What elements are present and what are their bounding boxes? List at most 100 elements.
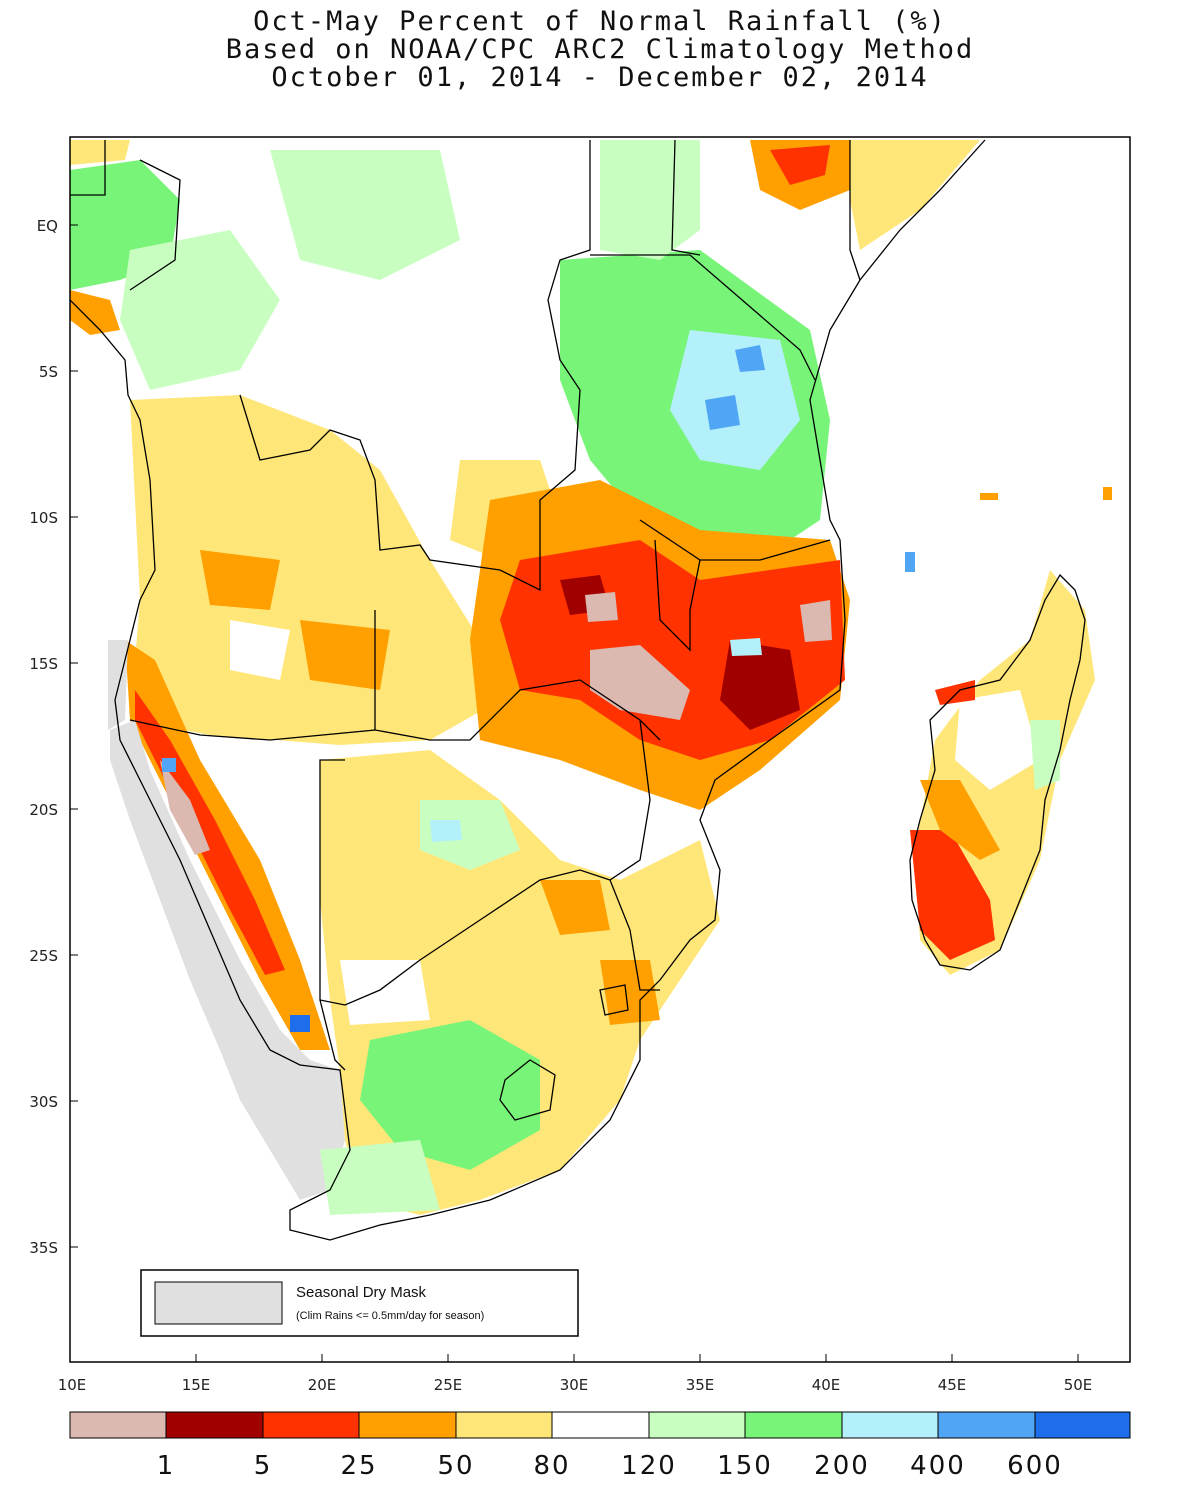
colorbar-bin-8: [841, 1411, 939, 1439]
border-drc: [239, 140, 591, 592]
x-axis: 10E 15E 20E 25E 30E 35E 40E 45E 50E: [58, 1354, 1093, 1394]
colorbar-label: 50: [437, 1451, 474, 1481]
colorbar-bin-10: [1034, 1411, 1131, 1439]
rain-zone-madagascar-west-red: [910, 830, 995, 960]
x-tick-label: 50E: [1064, 1376, 1093, 1394]
border-angola-zambia: [129, 610, 376, 741]
colorbar-label: 80: [533, 1451, 570, 1481]
colorbar-label: 200: [814, 1451, 870, 1481]
colorbar-label: 400: [910, 1451, 966, 1481]
rain-zone-malawi-pink: [800, 600, 832, 642]
x-tick-label: 10E: [58, 1376, 87, 1394]
colorbar-label: 25: [340, 1451, 377, 1481]
y-tick-label: 30S: [29, 1093, 58, 1111]
rain-zone-madagascar-north-red: [935, 680, 975, 705]
rain-zone-comoros-blue: [905, 552, 915, 572]
rain-zone-zambia-pink: [585, 592, 618, 622]
x-tick-label: 20E: [308, 1376, 337, 1394]
colorbar-label: 1: [157, 1451, 176, 1481]
rain-zone-mozambique-south-orange: [600, 960, 660, 1025]
colorbar-bin-7: [744, 1411, 843, 1439]
colorbar-bin-9: [937, 1411, 1036, 1439]
legend-mask-swatch: [154, 1281, 283, 1325]
dry-mask-namibia: [110, 720, 345, 1200]
colorbar: 1 5 25 50 80 120 150 200 400 600: [69, 1411, 1131, 1481]
title-line-1: Oct-May Percent of Normal Rainfall (%): [253, 6, 947, 37]
rain-zone-tanzania-blue-2: [735, 345, 765, 372]
rain-zone-namibia-lightblue-spot: [162, 758, 176, 772]
y-tick-label: 20S: [29, 801, 58, 819]
rain-zone-botswana-lightblue: [430, 820, 462, 842]
y-tick-label: 25S: [29, 947, 58, 965]
rain-zone-mozambique-darkred: [720, 640, 800, 730]
colorbar-label: 150: [717, 1451, 773, 1481]
rain-zone-madagascar-white: [955, 690, 1040, 790]
colorbar-bin-0: [69, 1411, 167, 1439]
dry-mask-legend: Seasonal Dry Mask (Clim Rains <= 0.5mm/d…: [140, 1269, 579, 1337]
rain-zone-zimbabwe-dry-pink: [590, 645, 690, 720]
legend-title: Seasonal Dry Mask: [296, 1284, 427, 1301]
colorbar-label: 5: [254, 1451, 273, 1481]
rain-zone-kenya-green: [600, 140, 700, 260]
rain-zone-namibia-blue-spot: [290, 1015, 310, 1032]
rain-zone-angola-white: [230, 620, 290, 680]
rain-zone-southafrica-white: [340, 960, 430, 1025]
country-boundaries: [70, 139, 1086, 1241]
rain-zone-angola-orange: [200, 550, 280, 610]
rain-zone-madagascar-west-orange: [920, 780, 1000, 860]
y-tick-label: 10S: [29, 509, 58, 527]
x-tick-label: 35E: [686, 1376, 715, 1394]
border-northwest: [70, 140, 181, 291]
rain-zone-botswana-green: [420, 800, 520, 870]
map-frame: [69, 136, 1131, 1363]
colorbar-bin-4: [455, 1411, 553, 1439]
title-line-2: Based on NOAA/CPC ARC2 Climatology Metho…: [225, 34, 975, 65]
coastline-madagascar: [909, 573, 1086, 971]
rain-zone-seychelles-orange: [980, 493, 998, 500]
rain-zone-limpopo-orange: [540, 880, 610, 935]
rain-zone-namibia-coast-pink: [160, 760, 210, 855]
colorbar-bin-2: [262, 1411, 360, 1439]
colorbar-bin-3: [358, 1411, 457, 1439]
x-tick-label: 40E: [812, 1376, 841, 1394]
legend-subtitle: (Clim Rains <= 0.5mm/day for season): [296, 1310, 484, 1322]
x-tick-label: 45E: [938, 1376, 967, 1394]
x-tick-label: 25E: [434, 1376, 463, 1394]
y-tick-label: 35S: [29, 1239, 58, 1257]
rain-zone-madagascar-green: [1030, 720, 1060, 790]
x-tick-label: 30E: [560, 1376, 589, 1394]
border-tanzania: [590, 254, 831, 561]
y-tick-label: 15S: [29, 655, 58, 673]
y-axis: EQ 5S 10S 15S 20S 25S 30S 35S: [29, 217, 78, 1257]
colorbar-bin-5: [551, 1411, 650, 1439]
rain-zone-mozambique-lightblue: [730, 638, 762, 656]
border-namibia-south: [319, 999, 346, 1071]
rain-zone-angola-orange-2: [300, 620, 390, 690]
rain-zone-seychelles-orange-2: [1103, 487, 1112, 500]
dry-mask-north-coast: [108, 640, 128, 730]
rain-zone-north-top: [70, 140, 130, 165]
map-title: Oct-May Percent of Normal Rainfall (%) B…: [0, 8, 1200, 92]
x-tick-label: 15E: [182, 1376, 211, 1394]
y-tick-label: 5S: [39, 363, 58, 381]
colorbar-bin-6: [648, 1411, 746, 1439]
rain-zone-southafrica-lightgreen: [320, 1140, 440, 1215]
rain-zone-gabon-orange: [70, 290, 120, 335]
rain-zone-angola-yellow: [130, 395, 500, 745]
y-tick-label: EQ: [37, 217, 58, 235]
rain-zone-somalia-orange: [770, 145, 830, 185]
rain-zone-tanzania-blue: [705, 395, 740, 430]
rain-zone-ethiopia-yellow: [850, 140, 980, 250]
colorbar-label: 600: [1007, 1451, 1063, 1481]
rain-zone-southafrica-green: [360, 1020, 540, 1170]
title-line-3: October 01, 2014 - December 02, 2014: [271, 62, 929, 93]
border-southafrica-lesotho: [499, 1059, 556, 1121]
border-kenya: [671, 139, 861, 281]
border-malawi: [654, 539, 701, 652]
border-swaziland: [599, 984, 629, 1016]
colorbar-bin-1: [165, 1411, 264, 1439]
rain-zone-drc-lightgreen: [270, 150, 460, 280]
colorbar-label: 120: [621, 1451, 677, 1481]
coastline-africa: [70, 139, 986, 1241]
